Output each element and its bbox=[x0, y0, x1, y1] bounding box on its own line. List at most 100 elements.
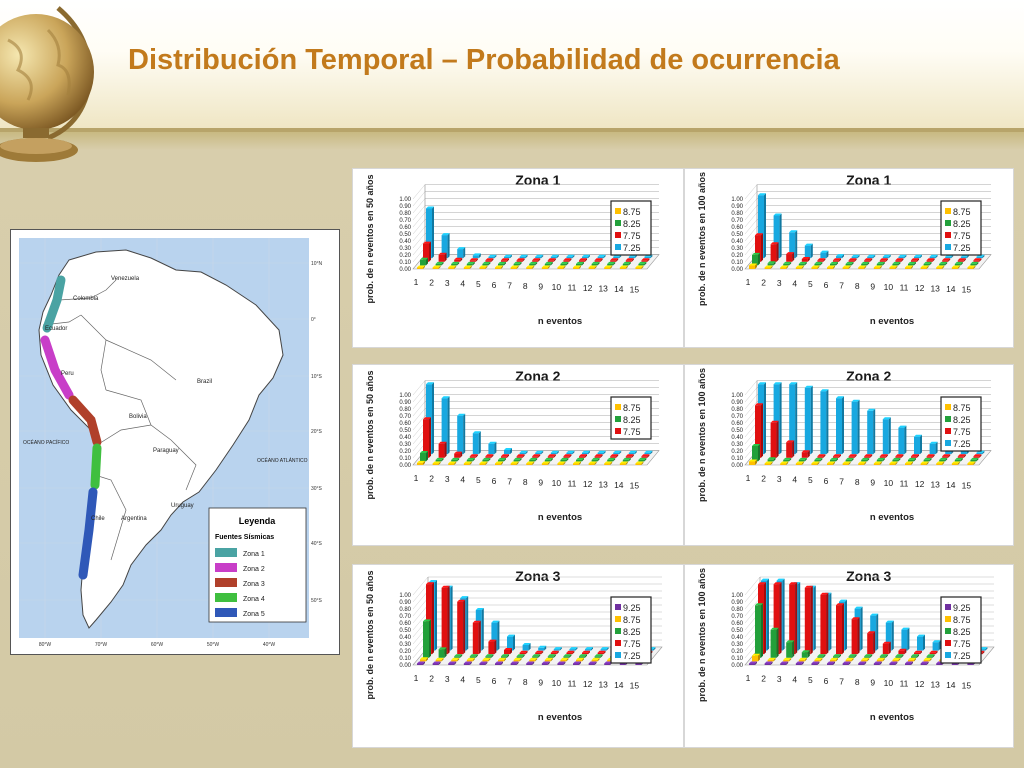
bar-top bbox=[770, 627, 779, 630]
side-gridline bbox=[412, 387, 426, 403]
zone-4-source bbox=[90, 443, 102, 490]
legend-swatch bbox=[615, 640, 621, 646]
bar-side bbox=[817, 265, 820, 269]
bar-side bbox=[770, 461, 773, 465]
x-tick-label: 2 bbox=[429, 674, 434, 684]
side-gridline bbox=[412, 226, 426, 242]
bar-top bbox=[820, 592, 829, 595]
bar-side bbox=[478, 253, 481, 259]
zone-1-source bbox=[42, 275, 66, 333]
bar-top bbox=[858, 461, 867, 464]
x-tick-label: 9 bbox=[870, 477, 875, 487]
x-tick-label: 13 bbox=[598, 284, 608, 294]
bar-top bbox=[811, 461, 820, 464]
globe-icon bbox=[0, 6, 94, 162]
bar-top bbox=[923, 457, 932, 460]
legend-label: 7.25 bbox=[953, 651, 971, 661]
legend-swatch bbox=[615, 244, 621, 250]
bar-top bbox=[801, 257, 810, 259]
bar bbox=[550, 256, 557, 259]
map-labels: Venezuela Colombia Ecuador Peru Brazil B… bbox=[45, 276, 212, 522]
bar bbox=[541, 663, 548, 665]
bar bbox=[588, 463, 595, 465]
south-america-map: Venezuela Colombia Ecuador Peru Brazil B… bbox=[10, 229, 340, 655]
map-legend-title: Leyenda bbox=[239, 516, 277, 526]
bar-side bbox=[761, 603, 763, 658]
map-lat-label: 0° bbox=[311, 317, 316, 323]
bar-side bbox=[594, 461, 597, 465]
bar-side bbox=[569, 454, 572, 458]
bar-side bbox=[650, 450, 653, 455]
bar-top bbox=[882, 254, 891, 257]
bar-top bbox=[811, 265, 820, 268]
bar bbox=[789, 384, 796, 455]
bar-top bbox=[495, 661, 503, 664]
bar bbox=[749, 461, 755, 465]
bar-side bbox=[488, 261, 491, 266]
bar bbox=[873, 267, 880, 269]
bar-side bbox=[979, 258, 982, 262]
x-tick-label: 13 bbox=[598, 680, 608, 690]
bar-top bbox=[420, 657, 428, 660]
bar-side bbox=[761, 403, 763, 458]
bar bbox=[932, 642, 939, 651]
map-country-label: Ecuador bbox=[45, 326, 67, 332]
y-tick-label: 0.90 bbox=[731, 600, 743, 606]
bar-top bbox=[591, 657, 600, 660]
x-tick-label: 2 bbox=[761, 674, 766, 684]
chart-title: Zona 3 bbox=[846, 568, 891, 584]
bar-side bbox=[600, 258, 603, 262]
bar-side bbox=[876, 613, 879, 651]
side-gridline bbox=[744, 401, 758, 417]
bar-side bbox=[776, 242, 779, 262]
bar-top bbox=[879, 454, 888, 457]
bar-side bbox=[945, 261, 948, 266]
legend-label: 8.75 bbox=[953, 403, 971, 413]
bar-side bbox=[836, 657, 838, 662]
bar-top bbox=[607, 261, 616, 264]
bar bbox=[535, 256, 542, 259]
bar-side bbox=[960, 261, 963, 266]
bar bbox=[544, 659, 551, 662]
bar-side bbox=[600, 654, 603, 658]
bar-top bbox=[892, 657, 901, 660]
bar-side bbox=[588, 254, 590, 259]
bar-top bbox=[914, 434, 922, 437]
bar bbox=[535, 652, 542, 655]
bar-side bbox=[569, 654, 572, 658]
x-tick-label: 11 bbox=[900, 679, 909, 689]
bar-top bbox=[582, 254, 590, 257]
bar bbox=[882, 643, 889, 655]
bar-top bbox=[547, 258, 556, 261]
bar-top bbox=[851, 399, 860, 402]
bar bbox=[522, 645, 529, 651]
bar-side bbox=[779, 382, 782, 455]
bar-side bbox=[538, 654, 541, 658]
bar-top bbox=[417, 661, 425, 664]
bar-top bbox=[597, 650, 606, 653]
bar-side bbox=[603, 450, 606, 455]
bar bbox=[597, 652, 604, 655]
bar bbox=[535, 452, 542, 455]
bar-top bbox=[538, 645, 547, 648]
side-gridline bbox=[744, 212, 758, 228]
bar-side bbox=[895, 265, 898, 269]
bar bbox=[817, 656, 824, 658]
side-gridline bbox=[744, 191, 758, 207]
bar-top bbox=[448, 265, 457, 268]
bar-top bbox=[495, 265, 503, 268]
bar bbox=[594, 656, 601, 658]
bar-top bbox=[749, 459, 757, 462]
bar-top bbox=[438, 647, 447, 650]
bar-side bbox=[773, 457, 776, 462]
x-tick-label: 11 bbox=[568, 283, 577, 293]
bar bbox=[576, 659, 582, 662]
bar bbox=[773, 215, 780, 259]
x-tick-label: 10 bbox=[884, 478, 894, 488]
bar bbox=[914, 256, 920, 259]
bar-side bbox=[535, 261, 538, 266]
bar bbox=[438, 254, 445, 262]
bar bbox=[635, 663, 642, 665]
bar bbox=[432, 463, 439, 465]
bar-side bbox=[895, 461, 898, 465]
